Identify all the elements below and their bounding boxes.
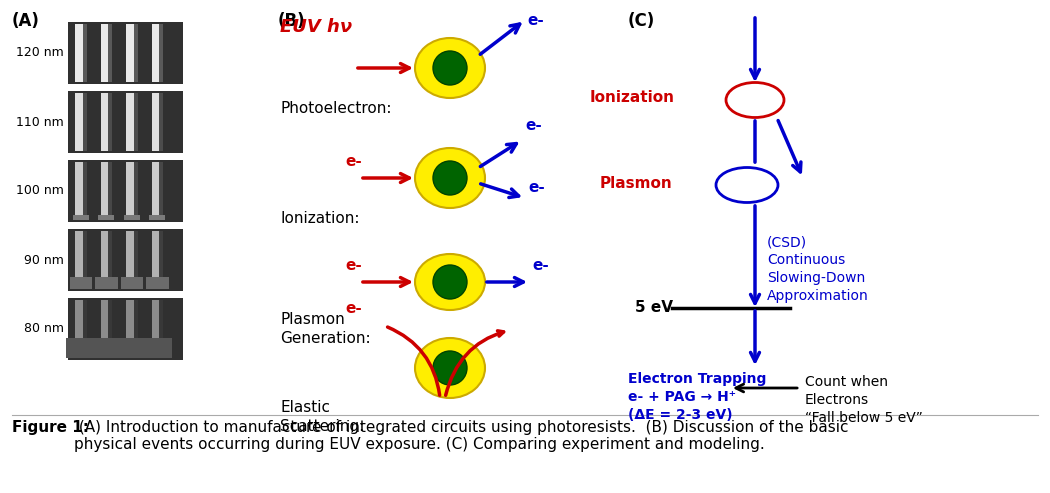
Bar xyxy=(83,162,86,215)
Bar xyxy=(126,300,133,338)
Bar xyxy=(83,93,86,151)
Bar xyxy=(75,162,83,215)
Bar xyxy=(83,231,86,277)
Text: (CSD)
Continuous
Slowing-Down
Approximation: (CSD) Continuous Slowing-Down Approximat… xyxy=(766,235,868,303)
Bar xyxy=(68,229,183,291)
Bar xyxy=(101,24,108,82)
Bar xyxy=(160,162,163,215)
Bar xyxy=(133,93,138,151)
Text: EUV hν: EUV hν xyxy=(280,18,352,36)
Text: 90 nm: 90 nm xyxy=(24,253,64,267)
Text: 120 nm: 120 nm xyxy=(16,46,64,60)
Bar xyxy=(151,24,160,82)
Bar xyxy=(66,338,96,358)
Ellipse shape xyxy=(415,338,485,398)
Text: e-: e- xyxy=(345,301,362,316)
Bar xyxy=(101,231,108,277)
Bar xyxy=(126,162,133,215)
Bar xyxy=(101,162,108,215)
Bar xyxy=(124,215,140,220)
Text: e-: e- xyxy=(525,118,542,133)
Bar xyxy=(96,277,118,289)
Bar xyxy=(108,162,112,215)
Text: 110 nm: 110 nm xyxy=(16,115,64,129)
Bar xyxy=(83,300,86,338)
Text: (A) Introduction to manufacture of integrated circuits using photoresists.  (B) : (A) Introduction to manufacture of integ… xyxy=(74,420,848,453)
Bar xyxy=(101,93,108,151)
Bar xyxy=(108,24,112,82)
Bar xyxy=(151,231,160,277)
Bar xyxy=(126,24,133,82)
Text: Count when
Electrons
“Fall below 5 eV”: Count when Electrons “Fall below 5 eV” xyxy=(805,375,923,424)
Text: Ionization: Ionization xyxy=(590,91,675,106)
Bar xyxy=(68,160,183,222)
Bar xyxy=(108,93,112,151)
Ellipse shape xyxy=(415,254,485,310)
Bar xyxy=(160,231,163,277)
Bar xyxy=(133,24,138,82)
Bar xyxy=(126,93,133,151)
Text: e-: e- xyxy=(345,258,362,273)
Bar xyxy=(108,231,112,277)
Bar xyxy=(151,300,160,338)
Bar xyxy=(83,24,86,82)
Bar xyxy=(68,298,183,360)
Ellipse shape xyxy=(415,148,485,208)
Bar xyxy=(68,22,183,84)
Bar xyxy=(160,24,163,82)
Bar xyxy=(69,277,92,289)
Bar xyxy=(68,91,183,153)
Text: Figure 1:: Figure 1: xyxy=(12,420,89,435)
Bar xyxy=(72,215,89,220)
Bar xyxy=(75,24,83,82)
Bar xyxy=(133,231,138,277)
Text: e-: e- xyxy=(527,13,544,28)
Text: Photoelectron:: Photoelectron: xyxy=(280,101,392,116)
Text: 100 nm: 100 nm xyxy=(16,184,64,198)
Bar xyxy=(143,338,172,358)
Bar xyxy=(126,231,133,277)
Bar xyxy=(101,300,108,338)
Text: Elastic
Scattering:: Elastic Scattering: xyxy=(280,400,364,434)
Circle shape xyxy=(433,351,467,385)
Text: e-: e- xyxy=(528,180,545,195)
Circle shape xyxy=(433,265,467,299)
Bar xyxy=(75,231,83,277)
Bar xyxy=(91,338,122,358)
Text: (B): (B) xyxy=(278,12,306,30)
Bar xyxy=(160,93,163,151)
Text: Electron Trapping
e- + PAG → H⁺
(ΔE = 2-3 eV): Electron Trapping e- + PAG → H⁺ (ΔE = 2-… xyxy=(628,372,766,422)
Text: e-: e- xyxy=(532,258,549,273)
Text: (C): (C) xyxy=(628,12,655,30)
Bar xyxy=(151,93,160,151)
Bar xyxy=(146,277,169,289)
Bar xyxy=(121,277,143,289)
Ellipse shape xyxy=(415,38,485,98)
Bar xyxy=(108,300,112,338)
Bar xyxy=(75,300,83,338)
Bar xyxy=(160,300,163,338)
Text: Plasmon
Generation:: Plasmon Generation: xyxy=(280,312,371,346)
Text: Ionization:: Ionization: xyxy=(280,211,359,226)
Bar xyxy=(99,215,114,220)
Text: (A): (A) xyxy=(12,12,40,30)
Bar xyxy=(133,162,138,215)
Bar xyxy=(151,162,160,215)
Text: e-: e- xyxy=(345,154,362,169)
Bar xyxy=(149,215,166,220)
Bar xyxy=(133,300,138,338)
Text: 80 nm: 80 nm xyxy=(24,322,64,336)
Circle shape xyxy=(433,51,467,85)
Text: 5 eV: 5 eV xyxy=(635,301,673,316)
Text: Plasmon: Plasmon xyxy=(600,176,672,190)
Bar xyxy=(75,93,83,151)
Circle shape xyxy=(433,161,467,195)
Bar xyxy=(117,338,147,358)
